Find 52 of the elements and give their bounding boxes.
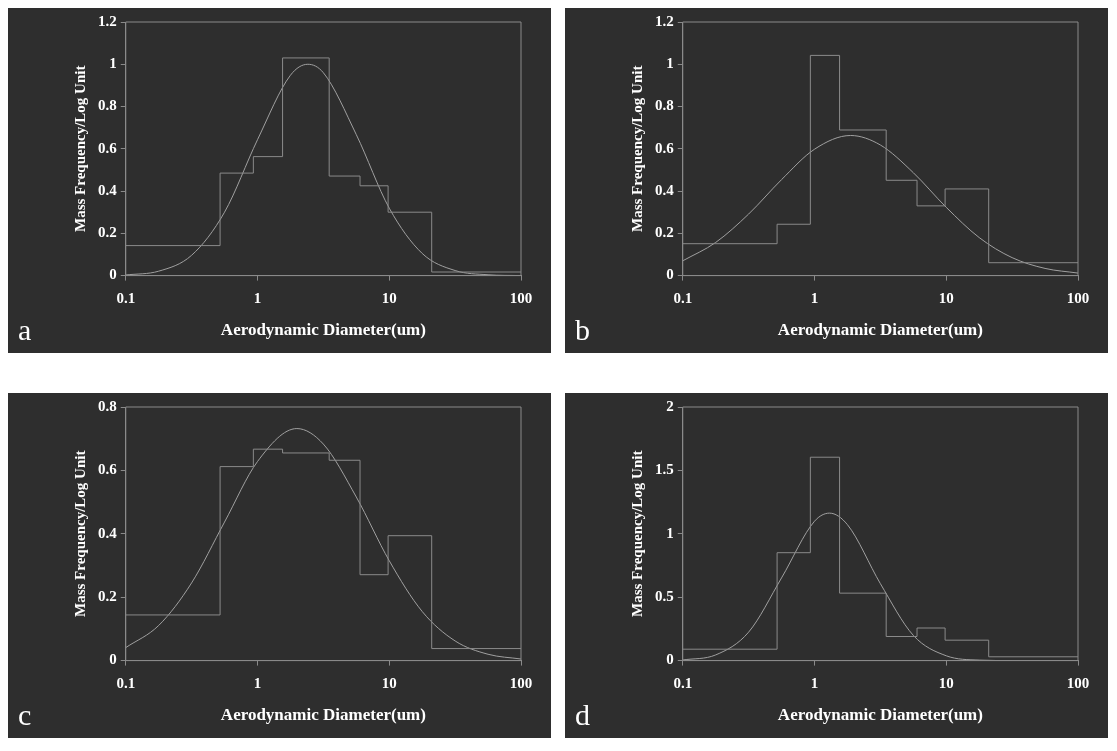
x-tick-label: 100 — [1066, 675, 1090, 692]
text: d — [575, 698, 590, 731]
x-axis-title: Aerodynamic Diameter(um) — [777, 320, 983, 340]
x-tick-label: 1 — [253, 675, 262, 692]
y-tick-label: 1.5 — [655, 461, 674, 478]
x-axis-title: Aerodynamic Diameter(um) — [777, 705, 983, 725]
x-tick-label: 0.1 — [673, 290, 693, 307]
y-tick-label: 1 — [666, 55, 674, 72]
y-tick-label: 0.6 — [98, 461, 118, 478]
x-tick-label: 1 — [810, 290, 819, 307]
y-tick-label: 1.2 — [655, 12, 674, 29]
x-tick-label: 0.1 — [673, 675, 693, 692]
y-tick-label: 1 — [109, 55, 117, 72]
text: a — [18, 313, 32, 346]
x-tick-label: 0.1 — [116, 675, 136, 692]
text: c — [18, 698, 32, 731]
y-tick-label: 0.4 — [98, 524, 118, 541]
x-tick-label: 100 — [509, 675, 533, 692]
x-tick-label: 1 — [810, 675, 819, 692]
y-tick-label: 0 — [666, 266, 674, 283]
y-tick-label: 0.4 — [98, 181, 118, 198]
x-tick-label: 100 — [1066, 290, 1090, 307]
x-tick-label: 10 — [381, 675, 397, 692]
y-tick-label: 0.4 — [655, 181, 675, 198]
y-tick-label: 0.2 — [98, 588, 117, 605]
y-tick-label: 0.2 — [98, 224, 117, 241]
x-axis-title: Aerodynamic Diameter(um) — [220, 705, 426, 725]
y-tick-label: 0.6 — [98, 139, 118, 156]
y-axis-title: Mass Frequency/Log Unit — [628, 450, 645, 617]
y-axis-title: Mass Frequency/Log Unit — [71, 450, 88, 617]
x-tick-label: 10 — [938, 290, 954, 307]
y-tick-label: 2 — [666, 397, 674, 414]
text: b — [575, 313, 590, 346]
y-tick-label: 1.2 — [98, 12, 117, 29]
y-tick-label: 0 — [109, 266, 117, 283]
x-tick-label: 100 — [509, 290, 533, 307]
x-tick-label: 0.1 — [116, 290, 136, 307]
y-tick-label: 1 — [666, 524, 674, 541]
y-tick-label: 0.5 — [655, 588, 674, 605]
y-axis-title: Mass Frequency/Log Unit — [71, 65, 88, 232]
y-tick-label: 0 — [666, 651, 674, 668]
y-tick-label: 0.6 — [655, 139, 675, 156]
y-axis-title: Mass Frequency/Log Unit — [628, 65, 645, 232]
y-tick-label: 0.8 — [655, 97, 674, 114]
y-tick-label: 0.8 — [98, 97, 117, 114]
x-tick-label: 10 — [381, 290, 397, 307]
y-tick-label: 0.2 — [655, 224, 674, 241]
x-tick-label: 1 — [253, 290, 262, 307]
x-axis-title: Aerodynamic Diameter(um) — [220, 320, 426, 340]
y-tick-label: 0 — [109, 651, 117, 668]
x-tick-label: 10 — [938, 675, 954, 692]
y-tick-label: 0.8 — [98, 397, 117, 414]
